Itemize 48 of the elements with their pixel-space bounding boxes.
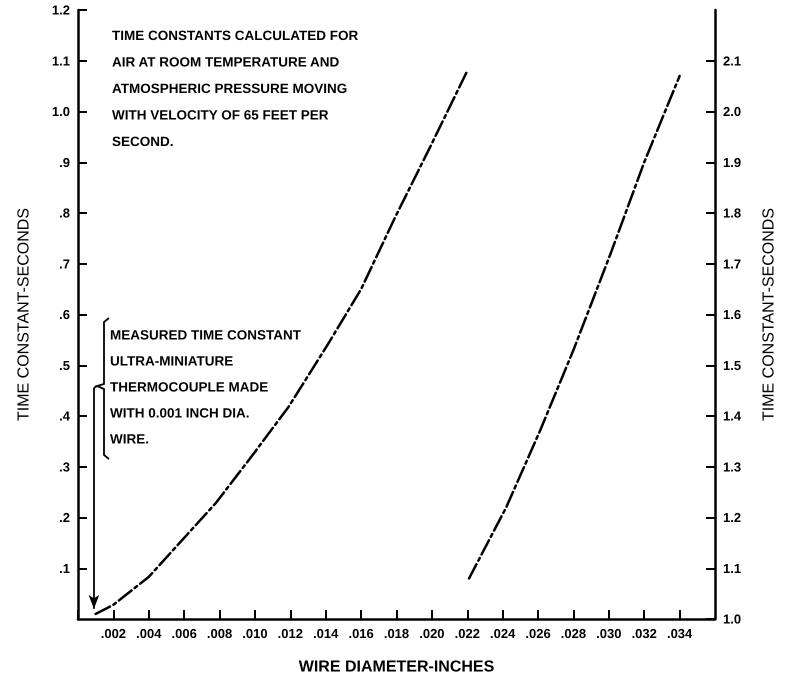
y2-tick-label: 2.1: [723, 53, 742, 68]
x-tick-label: .020: [419, 626, 445, 641]
y2-tick-label: 1.4: [723, 408, 742, 424]
annotation: TIME CONSTANTS CALCULATED FOR AIR AT ROOM TEMPERATURE AND ATMOSPHERIC PRESSURE MOVING WITH VELOCITY OF 65 FEET PER SECOND.: [112, 28, 358, 149]
x-tick-label: .026: [525, 626, 551, 641]
x-tick-label: .006: [172, 626, 197, 641]
y-tick-label: .4: [59, 408, 71, 424]
x-tick-label: .010: [242, 626, 268, 641]
x-tick-label: .016: [348, 626, 374, 641]
y2-tick-label: 1.6: [723, 307, 742, 322]
x-tick-label: .024: [490, 626, 516, 641]
y2-tick-label: 1.8: [723, 206, 742, 220]
x-tick-label: .022: [454, 626, 480, 641]
y-axis-title: TIME CONSTANT-SECONDS: [16, 208, 32, 422]
y-tick-label: .9: [59, 154, 70, 170]
annotation: MEASURED TIME CONSTANT ULTRA-MINIATURE THERMOCOUPLE MADE WITH 0.001 INCH DIA. WIRE.: [110, 328, 302, 446]
y2-tick-label: 1.2: [723, 510, 742, 525]
line-series: [468, 74, 681, 580]
y-tick-label: 1.1: [52, 53, 70, 68]
y2-tick-label: 1.0: [723, 612, 742, 626]
line-series: [94, 70, 469, 616]
y2-tick-label: 1.3: [723, 459, 742, 474]
x-tick-label: .012: [278, 626, 303, 641]
y-tick-label: .5: [59, 358, 70, 373]
x-tick-label: .002: [100, 626, 126, 641]
y2-tick-label: 2.0: [723, 104, 742, 119]
y-tick-label: .7: [59, 256, 70, 272]
y2-tick-label: 1.1: [723, 560, 742, 576]
x-tick-label: .008: [206, 626, 232, 641]
y2-tick-label: 1.9: [723, 154, 742, 170]
x-tick-label: .030: [596, 626, 622, 641]
x-tick-label: .018: [384, 626, 410, 641]
y2-tick-label: 1.5: [723, 358, 742, 373]
y-tick-label: .1: [59, 560, 70, 576]
y2-axis-title: TIME CONSTANT-SECONDS: [760, 208, 778, 422]
x-tick-label: .028: [560, 626, 586, 641]
y-tick-label: 1.2: [52, 2, 70, 18]
x-tick-label: .034: [666, 626, 694, 641]
y-tick-label: .6: [59, 307, 70, 322]
x-axis-title: WIRE DIAMETER-INCHES: [298, 658, 495, 676]
x-tick-label: .014: [313, 626, 340, 641]
y-tick-label: .2: [59, 510, 70, 525]
x-tick-label: .032: [632, 626, 657, 641]
y-tick-label: .3: [59, 459, 70, 474]
y2-tick-label: 1.7: [723, 256, 742, 272]
y-tick-label: 1.0: [52, 104, 70, 119]
x-tick-label: .004: [136, 626, 162, 641]
y-tick-label: .8: [59, 206, 70, 220]
